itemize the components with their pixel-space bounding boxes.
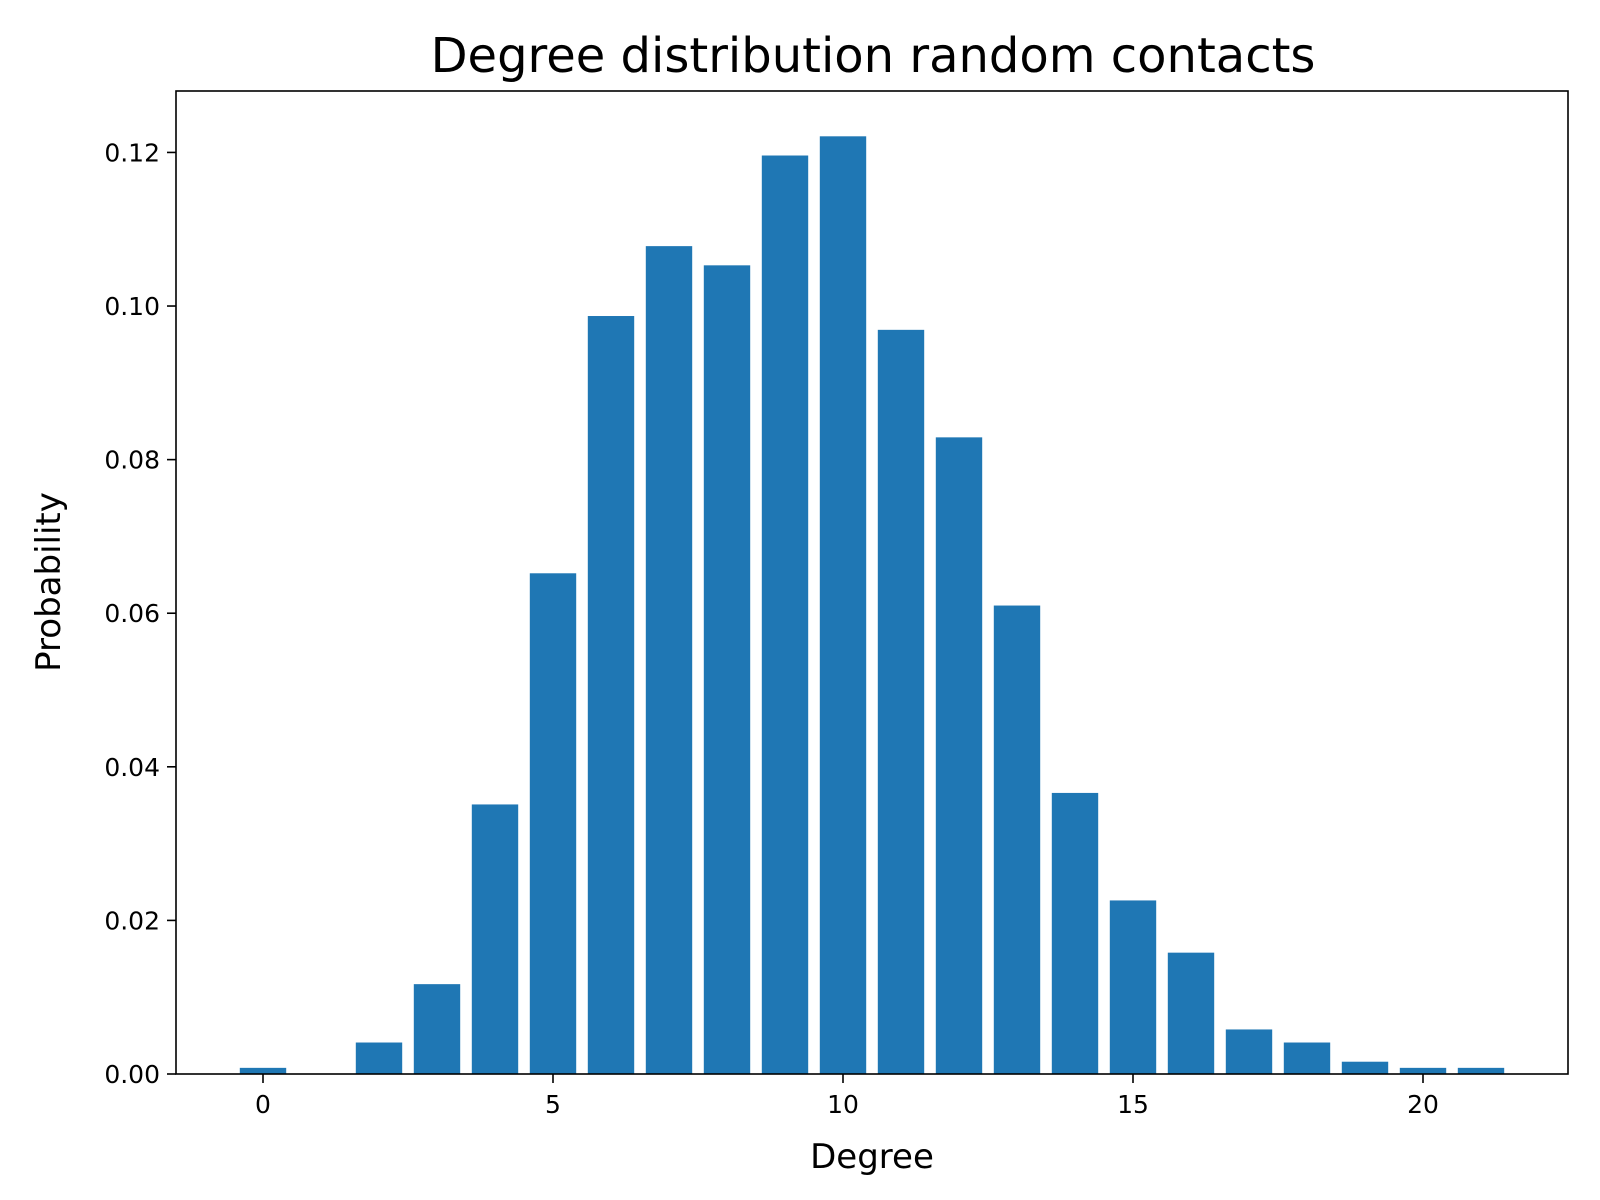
y-tick-label: 0.06: [104, 599, 160, 628]
bar-degree-15: [1109, 900, 1157, 1074]
x-tick-label: 15: [1117, 1090, 1149, 1119]
chart-title: Degree distribution random contacts: [431, 28, 1316, 84]
y-tick-label: 0.12: [104, 138, 160, 167]
x-tick-label: 0: [255, 1090, 271, 1119]
bar-degree-11: [877, 329, 925, 1075]
y-tick-label: 0.04: [104, 753, 160, 782]
bars-layer: [239, 136, 1505, 1075]
bar-degree-2: [355, 1042, 403, 1074]
y-axis-ticks: 0.00 0.02 0.04 0.06 0.08 0.10 0.12: [104, 138, 176, 1089]
bar-degree-19: [1341, 1061, 1389, 1074]
y-tick-label: 0.02: [104, 906, 160, 935]
y-tick-label: 0.10: [104, 292, 160, 321]
bar-degree-12: [935, 437, 983, 1075]
bar-degree-14: [1051, 792, 1099, 1074]
x-axis-label: Degree: [810, 1137, 934, 1177]
x-tick-label: 20: [1407, 1090, 1439, 1119]
bar-degree-3: [413, 984, 461, 1074]
bar-degree-6: [587, 316, 635, 1074]
bar-degree-17: [1225, 1029, 1273, 1074]
x-axis-ticks: 0 5 10 15 20: [255, 1074, 1439, 1119]
bar-degree-4: [471, 804, 519, 1074]
bar-degree-21: [1457, 1067, 1505, 1074]
bar-degree-0: [239, 1067, 287, 1074]
bar-degree-9: [761, 155, 809, 1074]
bar-degree-13: [993, 605, 1041, 1074]
bar-degree-16: [1167, 952, 1215, 1074]
x-tick-label: 10: [827, 1090, 859, 1119]
y-tick-label: 0.00: [104, 1060, 160, 1089]
bar-degree-5: [529, 573, 577, 1074]
bar-degree-18: [1283, 1042, 1331, 1074]
bar-degree-20: [1399, 1067, 1447, 1074]
y-axis-label: Probability: [29, 492, 69, 672]
y-tick-label: 0.08: [104, 446, 160, 475]
plot-frame: [175, 90, 1569, 1075]
bar-degree-7: [645, 246, 693, 1074]
bar-degree-10: [819, 136, 867, 1074]
x-tick-label: 5: [545, 1090, 561, 1119]
bar-degree-8: [703, 265, 751, 1074]
